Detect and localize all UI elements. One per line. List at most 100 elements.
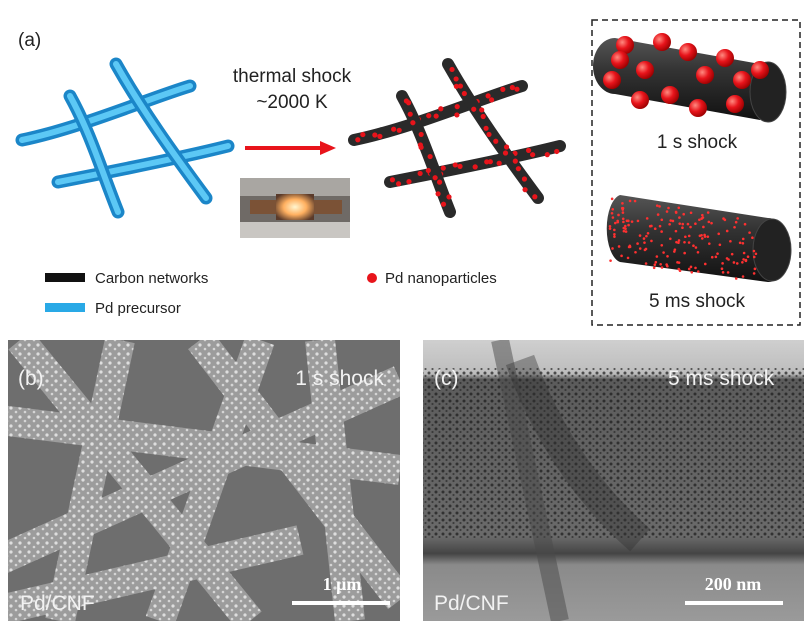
sem-image bbox=[8, 340, 400, 621]
nanoparticle bbox=[678, 216, 681, 219]
nanoparticle bbox=[748, 231, 751, 234]
nanoparticle bbox=[742, 258, 745, 261]
particle bbox=[486, 131, 492, 138]
nanoparticle bbox=[665, 210, 669, 213]
nanoparticle bbox=[735, 262, 739, 265]
nanoparticle bbox=[621, 211, 625, 214]
carbon-network bbox=[348, 58, 566, 218]
nanoparticle bbox=[696, 66, 714, 84]
nanoparticle bbox=[741, 261, 744, 264]
precursor-network bbox=[15, 57, 235, 219]
nanoparticle bbox=[653, 33, 671, 51]
particle bbox=[554, 148, 560, 155]
nanoparticle bbox=[630, 220, 634, 223]
nanoparticle bbox=[717, 232, 721, 236]
nanoparticle bbox=[660, 243, 664, 247]
nanoparticle bbox=[675, 240, 678, 244]
particle bbox=[483, 125, 489, 131]
nanoparticle bbox=[628, 244, 632, 248]
nanoparticle bbox=[690, 270, 694, 274]
nanoparticle bbox=[687, 267, 691, 271]
particle bbox=[480, 113, 486, 120]
nanoparticle bbox=[684, 235, 687, 239]
nanoparticle bbox=[736, 217, 739, 220]
arrow-head bbox=[320, 141, 336, 155]
particle bbox=[391, 126, 397, 132]
particle bbox=[479, 107, 485, 113]
nanoparticle bbox=[610, 211, 614, 215]
fiber bbox=[442, 58, 544, 204]
fiber bbox=[384, 140, 566, 188]
nanoparticle bbox=[623, 224, 627, 228]
legend-label: Pd nanoparticles bbox=[385, 270, 497, 287]
particle bbox=[500, 86, 506, 92]
particle bbox=[395, 181, 402, 187]
nanoparticle bbox=[694, 222, 697, 226]
legend-swatch bbox=[367, 273, 377, 283]
particle bbox=[425, 167, 431, 174]
nanoparticle bbox=[720, 267, 724, 270]
nanoparticle bbox=[678, 222, 682, 225]
nanoparticle bbox=[617, 213, 620, 217]
nanoparticle bbox=[689, 99, 707, 117]
nanoparticle bbox=[726, 271, 730, 274]
particle bbox=[438, 106, 444, 112]
nanoparticle bbox=[645, 217, 649, 220]
nanoparticle bbox=[743, 222, 747, 226]
nanoparticle bbox=[660, 230, 663, 233]
nanoparticle bbox=[682, 212, 685, 216]
nanoparticle bbox=[725, 229, 729, 233]
particle bbox=[512, 158, 518, 164]
particle bbox=[355, 137, 361, 143]
nanoparticle bbox=[611, 247, 614, 250]
nanoparticle bbox=[700, 234, 703, 237]
nanoparticle bbox=[645, 234, 648, 238]
nanoparticle bbox=[721, 262, 724, 265]
nanoparticle bbox=[634, 250, 637, 254]
nanoparticle bbox=[751, 236, 754, 240]
particle bbox=[406, 100, 412, 106]
particle bbox=[509, 84, 515, 91]
scale-bar-label: 1 μm bbox=[323, 574, 362, 594]
nanoparticle bbox=[620, 254, 623, 258]
nanoparticle bbox=[669, 219, 673, 222]
nanoparticle bbox=[617, 245, 621, 248]
particle bbox=[488, 97, 495, 103]
nanoparticle bbox=[666, 255, 669, 258]
panel-label: (c) bbox=[434, 367, 459, 390]
legend-label: Carbon networks bbox=[95, 270, 208, 287]
tem-image bbox=[423, 340, 804, 621]
nanoparticle bbox=[650, 224, 653, 228]
particle bbox=[452, 162, 458, 168]
nanoparticle bbox=[694, 246, 698, 249]
nanoparticle bbox=[683, 251, 686, 255]
nanoparticle bbox=[658, 224, 662, 228]
nanoparticle bbox=[653, 227, 657, 230]
nanoparticle bbox=[622, 229, 626, 233]
tube-highlight bbox=[19, 83, 193, 143]
nanoparticle bbox=[653, 263, 657, 266]
sample-label: Pd/CNF bbox=[434, 592, 509, 615]
particle bbox=[487, 159, 493, 165]
nanoparticle bbox=[674, 211, 678, 214]
particle bbox=[372, 132, 378, 138]
nanoparticle bbox=[753, 267, 757, 271]
fiber-body bbox=[396, 90, 456, 218]
particle bbox=[530, 152, 536, 158]
nanoparticle bbox=[673, 250, 676, 253]
nanoparticle bbox=[628, 199, 632, 203]
legend-swatch bbox=[45, 273, 85, 282]
nanoparticle bbox=[644, 262, 648, 265]
nanoparticle bbox=[686, 222, 690, 226]
particle bbox=[514, 86, 520, 92]
nanoparticle bbox=[656, 213, 660, 216]
arrow-label: thermal shock bbox=[233, 66, 352, 87]
nanoparticle bbox=[716, 49, 734, 67]
nanoparticle bbox=[661, 86, 679, 104]
nanoparticle bbox=[667, 206, 670, 210]
nanoparticle bbox=[638, 247, 642, 250]
nanoparticle bbox=[681, 222, 685, 226]
nanoparticle bbox=[621, 202, 624, 205]
nanoparticle bbox=[726, 95, 744, 113]
particle bbox=[493, 138, 499, 144]
